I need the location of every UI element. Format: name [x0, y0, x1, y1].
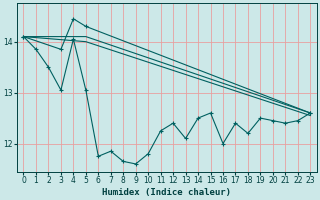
- X-axis label: Humidex (Indice chaleur): Humidex (Indice chaleur): [102, 188, 231, 197]
